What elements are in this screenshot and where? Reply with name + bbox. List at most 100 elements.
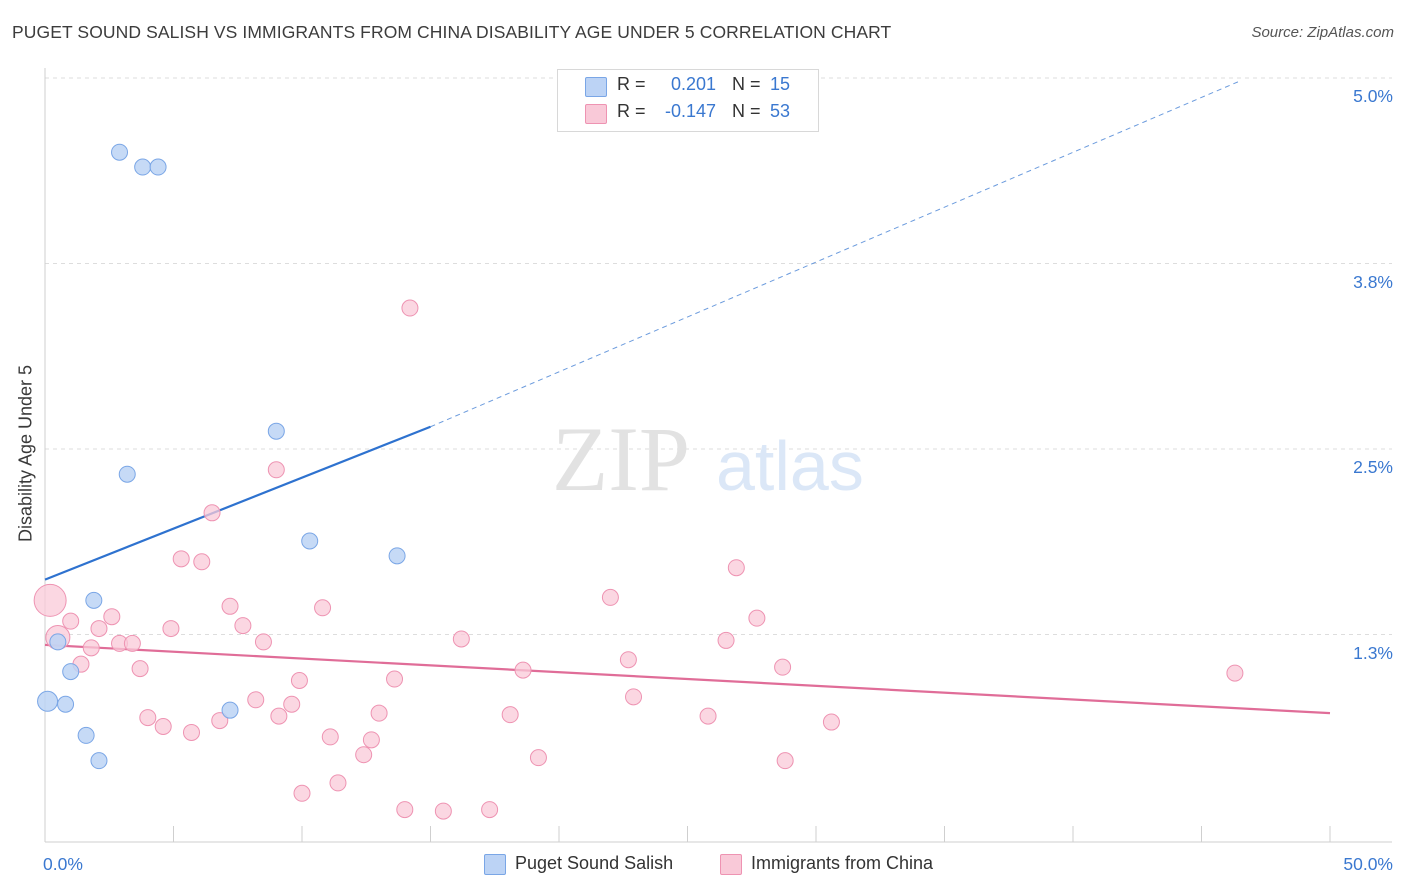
point-series2 <box>774 658 792 676</box>
source-label: Source: ZipAtlas.com <box>1251 24 1394 41</box>
point-series2 <box>329 774 347 792</box>
series1-swatch <box>585 77 607 97</box>
point-series2 <box>717 631 735 649</box>
point-series2 <box>481 801 499 819</box>
point-series2 <box>131 660 149 678</box>
trend-lines <box>44 80 1331 715</box>
point-series2 <box>321 728 339 746</box>
point-series2 <box>270 707 288 725</box>
point-series1 <box>301 532 319 550</box>
series1-n-value: 15 <box>770 74 791 94</box>
legend: Puget Sound Salish Immigrants from China <box>0 852 1406 878</box>
point-series2 <box>139 709 157 727</box>
y-tick-label: 5.0% <box>1353 86 1393 106</box>
point-series1 <box>221 701 239 719</box>
point-series2 <box>62 612 80 630</box>
watermark-atlas: atlas <box>716 427 864 505</box>
grid-lines <box>45 77 1392 635</box>
watermark: ZIP atlas <box>552 408 864 510</box>
y-tick-label: 1.3% <box>1353 642 1393 663</box>
point-series2 <box>514 661 532 679</box>
point-series1 <box>134 158 152 176</box>
point-series2 <box>293 784 311 802</box>
point-series2 <box>822 713 840 731</box>
n-label: N = <box>732 74 761 94</box>
trend-line-series1-extension <box>430 80 1241 428</box>
point-series2 <box>625 688 643 706</box>
r-label: R = <box>617 101 646 121</box>
point-series2 <box>370 704 388 722</box>
series1-r-value: 0.201 <box>670 74 716 94</box>
legend-swatch-series1 <box>484 854 506 875</box>
point-series2 <box>162 620 180 638</box>
point-series2 <box>123 634 141 652</box>
point-series2 <box>727 559 745 577</box>
data-points <box>33 143 1244 820</box>
point-series1 <box>111 143 129 161</box>
point-series2 <box>776 752 794 770</box>
x-tick-label-max: 50.0% <box>1343 854 1393 874</box>
r-label: R = <box>617 74 646 94</box>
series2-swatch <box>585 104 607 124</box>
point-series1 <box>37 690 59 712</box>
point-series2 <box>203 504 221 522</box>
point-series1 <box>267 422 285 440</box>
point-series1 <box>62 663 80 681</box>
watermark-zip: ZIP <box>552 408 690 510</box>
point-series2 <box>247 691 265 709</box>
point-series1 <box>85 591 103 609</box>
y-tick-label: 2.5% <box>1353 457 1393 477</box>
point-series2 <box>748 609 766 627</box>
series2-n-value: 53 <box>770 101 791 121</box>
point-series2 <box>529 749 547 767</box>
trend-line-series1 <box>44 425 431 581</box>
point-series2 <box>82 639 100 657</box>
point-series2 <box>193 553 211 571</box>
point-series1 <box>57 695 75 713</box>
point-series2 <box>154 718 172 736</box>
n-label: N = <box>732 101 761 121</box>
point-series2 <box>221 597 239 615</box>
point-series2 <box>699 707 717 725</box>
y-tick-label: 3.8% <box>1353 271 1393 292</box>
point-series2 <box>355 746 373 764</box>
point-series2 <box>619 651 637 669</box>
trend-line-series2 <box>44 643 1331 715</box>
point-series2 <box>33 583 67 617</box>
point-series2 <box>211 712 229 730</box>
point-series2 <box>314 599 332 617</box>
point-series1 <box>388 547 406 565</box>
point-series2 <box>90 620 108 638</box>
point-series2 <box>267 461 285 479</box>
point-series2 <box>182 723 200 741</box>
legend-swatch-series2 <box>720 854 742 875</box>
point-series2 <box>362 731 380 749</box>
point-series1 <box>77 726 95 744</box>
point-series2 <box>254 633 272 651</box>
point-series2 <box>1226 664 1244 682</box>
point-series2 <box>501 706 519 724</box>
point-series1 <box>149 158 167 176</box>
point-series2 <box>452 630 470 648</box>
axes <box>44 68 1392 843</box>
point-series2 <box>396 801 414 819</box>
stats-box: R = 0.201 N = 15 R = -0.147 N = 53 <box>557 69 819 132</box>
point-series2 <box>283 695 301 713</box>
point-series1 <box>90 752 108 770</box>
point-series2 <box>103 608 121 626</box>
series2-r-value: -0.147 <box>664 101 716 121</box>
point-series2 <box>386 670 404 688</box>
point-series2 <box>434 802 452 820</box>
point-series2 <box>172 550 190 568</box>
point-series2 <box>601 588 619 606</box>
point-series1 <box>49 633 67 651</box>
legend-label-series1: Puget Sound Salish <box>515 853 674 873</box>
y-axis-label: Disability Age Under 5 <box>15 364 36 543</box>
point-series1 <box>118 465 136 483</box>
point-series2 <box>401 299 419 317</box>
x-tick-label-min: 0.0% <box>43 854 83 874</box>
point-series2 <box>290 672 308 690</box>
chart-title: PUGET SOUND SALISH VS IMMIGRANTS FROM CH… <box>12 22 892 42</box>
legend-label-series2: Immigrants from China <box>751 853 934 873</box>
